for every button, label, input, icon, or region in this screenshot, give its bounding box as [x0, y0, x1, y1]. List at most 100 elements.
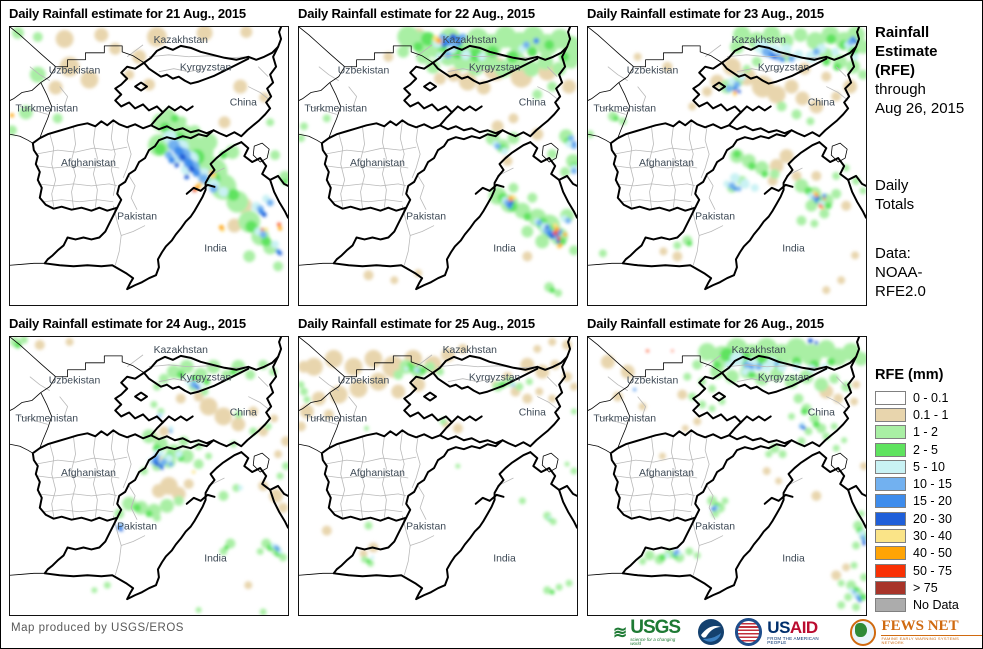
legend-row: 1 - 2	[875, 424, 981, 441]
legend-label: 0 - 0.1	[913, 390, 949, 405]
rainfall-raster	[299, 27, 577, 298]
sidebar-totals-line: Totals	[875, 196, 915, 213]
country-label: India	[204, 243, 227, 254]
country-label: Pakistan	[695, 212, 735, 223]
country-label: Turkmenistan	[15, 413, 78, 424]
legend-row: 5 - 10	[875, 458, 981, 475]
fewsnet-logo-text: FEWS NET	[881, 618, 982, 636]
country-label: Kyrgyzstan	[180, 373, 232, 384]
country-label: Afghanistan	[639, 468, 694, 479]
usgs-logo: ≋ USGS science for a changing world	[613, 618, 687, 647]
usaid-seal-icon	[734, 618, 763, 646]
legend-swatch	[875, 442, 906, 457]
legend-label: 5 - 10	[913, 459, 945, 474]
rainfall-raster	[588, 27, 866, 295]
country-labels: Kazakhstan Uzbekistan Kyrgyzstan Turkmenist…	[15, 35, 257, 254]
country-borders	[299, 27, 577, 291]
rainfall-map-24aug: Kazakhstan Uzbekistan Kyrgyzstan Turkmenist…	[9, 336, 289, 616]
country-label: China	[230, 97, 257, 108]
country-label: India	[493, 243, 516, 254]
country-borders	[588, 337, 866, 601]
country-borders	[10, 27, 288, 291]
usaid-logo-text: USAID	[767, 617, 818, 637]
sidebar: Rainfall Estimate (RFE) through Aug 26, …	[875, 23, 981, 301]
panel-title: Daily Rainfall estimate for 22 Aug., 201…	[298, 6, 535, 21]
legend-label: No Data	[913, 598, 959, 613]
country-label: Pakistan	[117, 212, 157, 223]
country-labels: Kazakhstan Uzbekistan Kyrgyzstan Turkmenist…	[304, 345, 546, 565]
usgs-wave-icon: ≋	[613, 622, 628, 642]
sidebar-source-line: RFE2.0	[875, 283, 926, 300]
legend-title: RFE (mm)	[875, 367, 944, 383]
rainfall-map-26aug: Kazakhstan Uzbekistan Kyrgyzstan Turkmenist…	[587, 336, 867, 616]
country-label: Afghanistan	[61, 468, 116, 479]
country-label: China	[519, 407, 546, 418]
basemap-geography	[299, 27, 577, 291]
country-label: India	[204, 553, 227, 564]
country-label: Afghanistan	[350, 468, 405, 479]
panel-22aug: Daily Rainfall estimate for 22 Aug., 201…	[298, 6, 579, 306]
country-label: Kazakhstan	[732, 345, 787, 356]
legend-label: 30 - 40	[913, 529, 952, 544]
basemap-geography	[10, 337, 288, 601]
country-borders	[10, 337, 288, 601]
panel-23aug: Daily Rainfall estimate for 23 Aug., 201…	[587, 6, 868, 306]
legend-label: 2 - 5	[913, 442, 939, 457]
noaa-seal-icon	[697, 619, 724, 645]
country-label: Uzbekistan	[49, 66, 101, 77]
fewsnet-logo: FEWS NET FAMINE EARLY WARNING SYSTEMS NE…	[849, 618, 982, 646]
map-credit: Map produced by USGS/EROS	[11, 622, 184, 634]
country-labels: Kazakhstan Uzbekistan Kyrgyzstan Turkmenist…	[593, 345, 835, 565]
country-labels: Kazakhstan Uzbekistan Kyrgyzstan Turkmenist…	[304, 35, 546, 254]
legend-row: 10 - 15	[875, 475, 981, 492]
country-label: China	[808, 97, 835, 108]
country-borders	[299, 337, 577, 601]
legend-swatch	[875, 546, 906, 561]
rainfall-map-23aug: Kazakhstan Uzbekistan Kyrgyzstan Turkmenist…	[587, 26, 867, 306]
legend-swatch	[875, 598, 906, 613]
country-label: Kyrgyzstan	[758, 63, 810, 74]
rainfall-map-21aug: Kazakhstan Uzbekistan Kyrgyzstan Turkmenist…	[9, 26, 289, 306]
country-label: Uzbekistan	[338, 66, 390, 77]
country-label: Pakistan	[406, 212, 446, 223]
panel-25aug: Daily Rainfall estimate for 25 Aug., 201…	[298, 316, 579, 616]
fews-globe-icon	[849, 618, 877, 646]
panel-title: Daily Rainfall estimate for 21 Aug., 201…	[9, 6, 246, 21]
legend-swatch	[875, 580, 906, 595]
sidebar-heading-line: (RFE)	[875, 62, 915, 79]
fewsnet-tagline: FAMINE EARLY WARNING SYSTEMS NETWORK	[881, 636, 960, 646]
legend-label: > 75	[913, 580, 938, 595]
rainfall-raster	[600, 337, 866, 612]
country-label: Kyrgyzstan	[180, 63, 232, 74]
legend-swatch	[875, 511, 906, 526]
legend-label: 10 - 15	[913, 477, 952, 492]
basemap-geography	[10, 27, 288, 291]
legend-row: 0 - 0.1	[875, 389, 981, 406]
sidebar-source-line: NOAA-	[875, 264, 923, 281]
legend-label: 20 - 30	[913, 511, 952, 526]
country-label: Uzbekistan	[627, 376, 679, 387]
country-label: Uzbekistan	[627, 66, 679, 77]
legend-swatch	[875, 529, 906, 544]
legend-swatch	[875, 563, 906, 578]
rainfall-map-22aug: Kazakhstan Uzbekistan Kyrgyzstan Turkmenist…	[298, 26, 578, 306]
legend-label: 50 - 75	[913, 563, 952, 578]
country-label: India	[782, 553, 805, 564]
panel-title: Daily Rainfall estimate for 25 Aug., 201…	[298, 316, 535, 331]
panel-title: Daily Rainfall estimate for 24 Aug., 201…	[9, 316, 246, 331]
legend-row: > 75	[875, 579, 981, 596]
legend-swatch	[875, 390, 906, 405]
sidebar-heading-line: Estimate	[875, 43, 938, 60]
country-label: Kazakhstan	[732, 35, 787, 46]
legend-row: 50 - 75	[875, 562, 981, 579]
noaa-logo	[697, 619, 724, 645]
panel-title: Daily Rainfall estimate for 23 Aug., 201…	[587, 6, 824, 21]
legend-row: 40 - 50	[875, 545, 981, 562]
country-label: Pakistan	[406, 522, 446, 533]
basemap-geography	[588, 27, 866, 291]
sidebar-heading-line: Aug 26, 2015	[875, 100, 965, 117]
country-labels: Kazakhstan Uzbekistan Kyrgyzstan Turkmenist…	[593, 35, 835, 254]
sidebar-source-line: Data:	[875, 245, 911, 262]
country-label: Turkmenistan	[304, 103, 367, 114]
country-label: Kyrgyzstan	[469, 373, 521, 384]
